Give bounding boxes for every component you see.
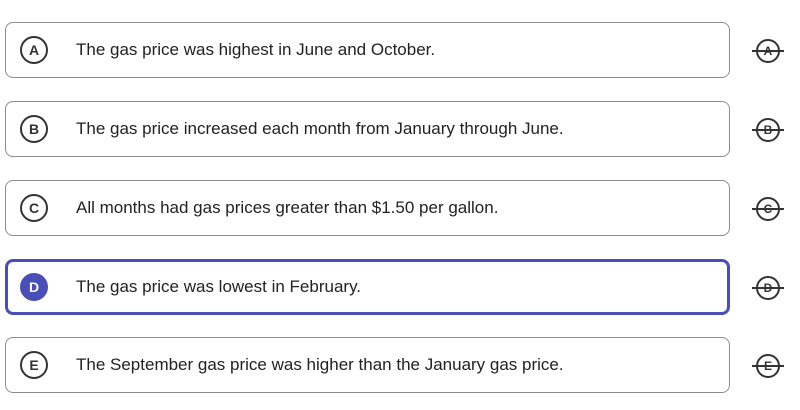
option-text-e: The September gas price was higher than … bbox=[76, 355, 564, 374]
strikethrough-line-icon bbox=[752, 208, 784, 210]
answer-option-e[interactable]: E The September gas price was higher tha… bbox=[5, 337, 730, 393]
strikethrough-line-icon bbox=[752, 50, 784, 52]
option-letter-badge-c: C bbox=[20, 194, 48, 222]
strikethrough-line-icon bbox=[752, 129, 784, 131]
answer-option-d-row: D The gas price was lowest in February. … bbox=[0, 259, 800, 317]
answer-option-a[interactable]: A The gas price was highest in June and … bbox=[5, 22, 730, 78]
answer-option-e-row: E The September gas price was higher tha… bbox=[0, 337, 800, 395]
answer-option-c[interactable]: C All months had gas prices greater than… bbox=[5, 180, 730, 236]
strikethrough-option-c-button[interactable]: C bbox=[752, 195, 784, 223]
strikethrough-option-a-button[interactable]: A bbox=[752, 37, 784, 65]
answer-option-a-row: A The gas price was highest in June and … bbox=[0, 22, 800, 80]
option-letter-badge-d: D bbox=[20, 273, 48, 301]
answer-option-c-row: C All months had gas prices greater than… bbox=[0, 180, 800, 238]
option-text-c: All months had gas prices greater than $… bbox=[76, 198, 499, 217]
answer-option-b[interactable]: B The gas price increased each month fro… bbox=[5, 101, 730, 157]
option-text-d: The gas price was lowest in February. bbox=[76, 277, 362, 296]
strikethrough-option-d-button[interactable]: D bbox=[752, 274, 784, 302]
strikethrough-option-b-button[interactable]: B bbox=[752, 116, 784, 144]
option-letter-badge-a: A bbox=[20, 36, 48, 64]
option-text-a: The gas price was highest in June and Oc… bbox=[76, 40, 436, 59]
option-letter-badge-e: E bbox=[20, 351, 48, 379]
option-text-b: The gas price increased each month from … bbox=[76, 119, 564, 138]
answer-option-d[interactable]: D The gas price was lowest in February. bbox=[5, 259, 730, 315]
option-letter-badge-b: B bbox=[20, 115, 48, 143]
strikethrough-line-icon bbox=[752, 365, 784, 367]
strikethrough-line-icon bbox=[752, 287, 784, 289]
answer-option-b-row: B The gas price increased each month fro… bbox=[0, 101, 800, 159]
strikethrough-option-e-button[interactable]: E bbox=[752, 352, 784, 380]
